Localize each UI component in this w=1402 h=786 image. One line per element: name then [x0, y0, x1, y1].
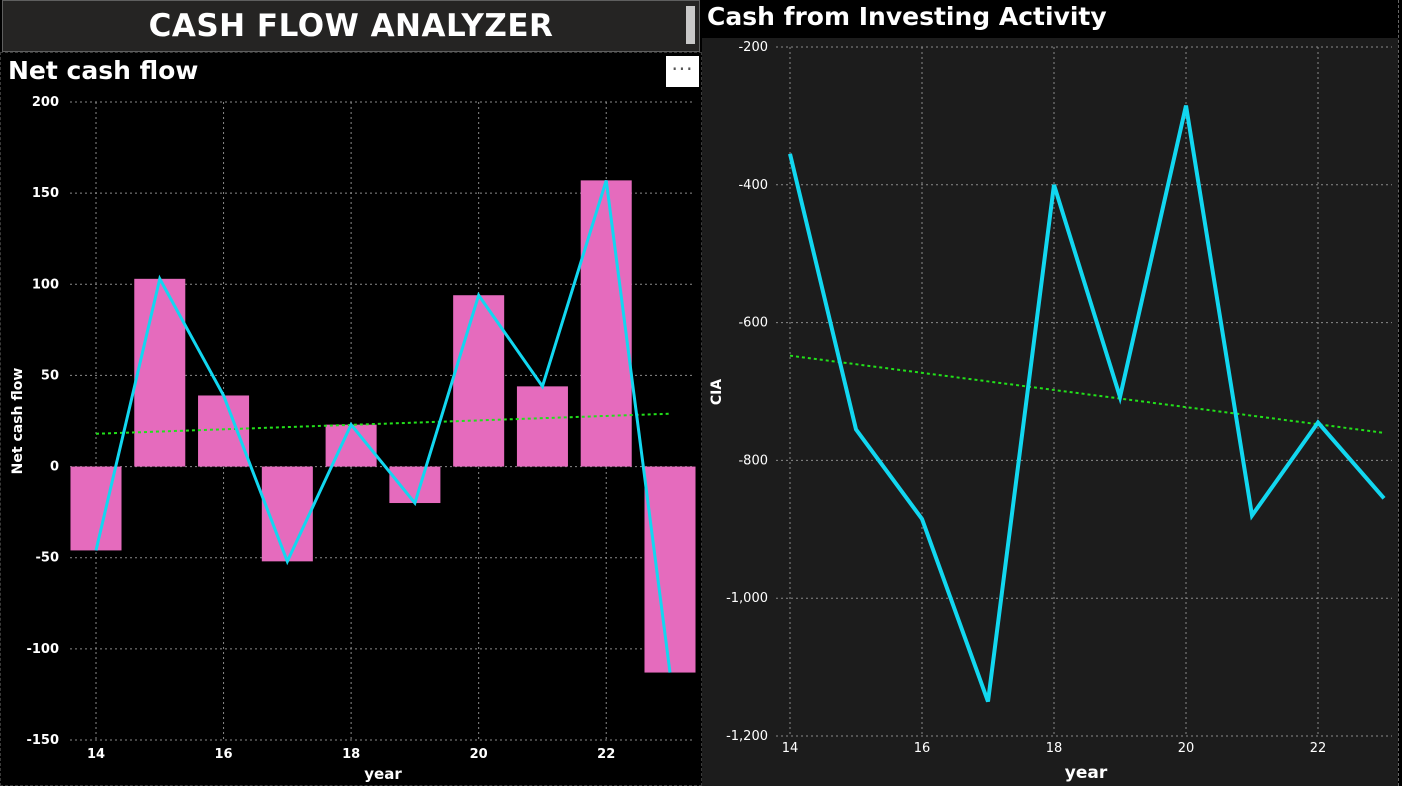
trend-line — [789, 354, 1385, 434]
y-tick-label: 100 — [32, 277, 59, 292]
x-tick-label: 16 — [215, 747, 233, 762]
y-tick-label: -200 — [738, 40, 768, 55]
app-title: CASH FLOW ANALYZER — [148, 8, 554, 44]
right-edge-border — [1398, 0, 1402, 786]
net-cash-flow-chart: 200 150 100 50 0 -50 -100 -150 14 16 18 20 22 year Net… — [10, 95, 696, 783]
x-tick-label: 18 — [1046, 741, 1063, 756]
bar — [516, 386, 568, 467]
bar — [453, 295, 505, 467]
y-axis-label: Net cash flow — [10, 368, 26, 475]
x-tick-label: 20 — [470, 747, 488, 762]
y-tick-label: -800 — [738, 453, 768, 468]
bar — [644, 466, 696, 673]
y-axis-label: CIA — [709, 379, 725, 405]
bar — [389, 466, 441, 504]
series-line — [94, 179, 672, 673]
y-tick-label: -50 — [36, 551, 60, 566]
cash-investing-title: Cash from Investing Activity — [707, 2, 1107, 31]
x-axis-label: year — [364, 765, 402, 783]
cash-investing-chart: -200 -400 -600 -800 -1,000 -1,200 14 16 18 20 22 ye… — [709, 40, 1392, 783]
x-axis-label: year — [1065, 763, 1108, 783]
app-title-bar: CASH FLOW ANALYZER — [2, 0, 700, 52]
x-tick-label: 22 — [597, 747, 615, 762]
x-tick-label: 18 — [342, 747, 360, 762]
y-tick-label: -150 — [26, 733, 59, 748]
y-tick-label: 150 — [32, 186, 59, 201]
bar — [134, 278, 186, 467]
x-tick-label: 14 — [782, 741, 799, 756]
y-tick-label: 50 — [41, 368, 59, 383]
y-tick-label: -1,000 — [726, 591, 768, 606]
y-tick-label: -1,200 — [726, 729, 768, 744]
series-line — [788, 105, 1386, 703]
bar — [580, 180, 632, 467]
y-tick-label: -400 — [738, 178, 768, 193]
cash-investing-plot-area — [702, 38, 1398, 786]
y-tick-label: -100 — [26, 642, 59, 657]
bar — [198, 395, 250, 467]
y-tick-label: 0 — [50, 460, 59, 475]
more-options-button[interactable]: ··· — [666, 56, 699, 87]
y-tick-label: -600 — [738, 316, 768, 331]
x-tick-label: 14 — [87, 747, 105, 762]
x-tick-label: 16 — [914, 741, 931, 756]
title-scrollbar[interactable] — [686, 6, 695, 44]
net-cash-flow-title: Net cash flow — [8, 56, 199, 85]
y-tick-label: 200 — [32, 95, 59, 110]
x-tick-label: 20 — [1178, 741, 1195, 756]
x-tick-label: 22 — [1310, 741, 1327, 756]
